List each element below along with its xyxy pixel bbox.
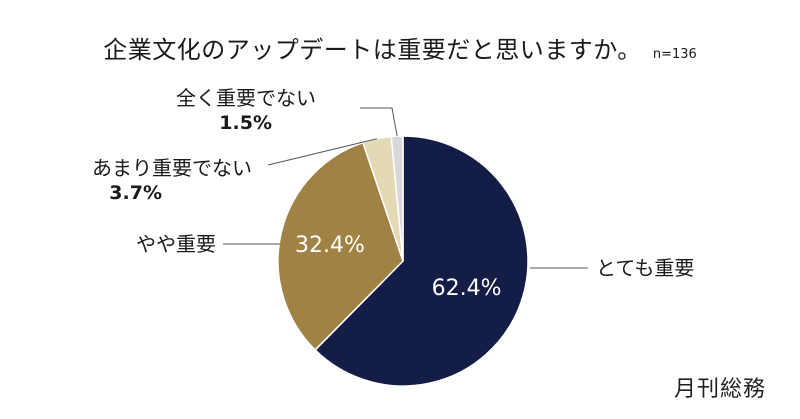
pie-slice-1 (314, 135, 529, 387)
category-label-2: やや重要 (136, 232, 216, 256)
pie-slice-2 (277, 141, 404, 352)
category-label-4: 全く重要でない (176, 86, 316, 110)
slice-value-label-2: 32.4% (295, 233, 365, 258)
slice-value-label-4: 1.5% (219, 112, 272, 134)
category-label-1: とても重要 (596, 256, 694, 280)
publisher-logo: 月刊総務 (673, 377, 766, 402)
leader-line-3 (267, 138, 378, 166)
slice-value-label-3: 3.7% (109, 182, 162, 204)
pie-slice-4 (390, 135, 404, 262)
category-label-3: あまり重要でない (92, 156, 252, 180)
chart-title-area: 企業文化のアップデートは重要だと思いますか。 n=136 (0, 30, 800, 65)
slice-value-label-1: 62.4% (432, 276, 502, 301)
chart-title: 企業文化のアップデートは重要だと思いますか。 (103, 36, 642, 64)
sample-size: n=136 (652, 47, 697, 62)
leader-line-4 (360, 107, 398, 137)
